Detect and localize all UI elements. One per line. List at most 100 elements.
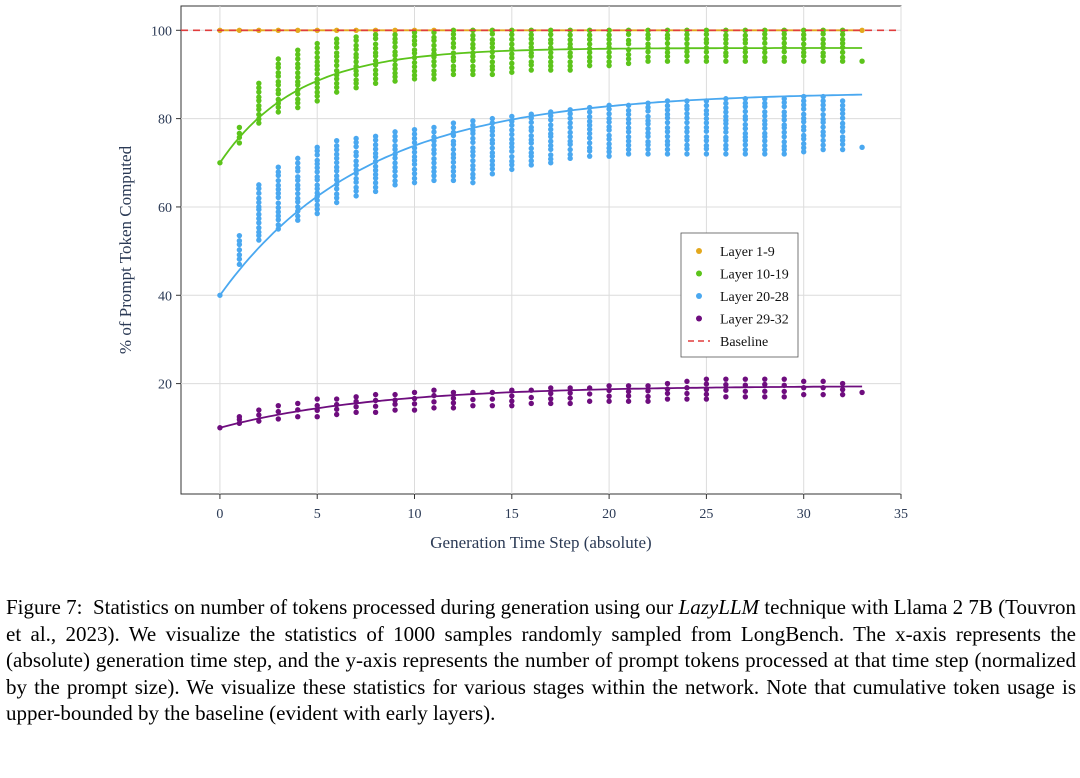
data-point (820, 102, 826, 108)
data-point (509, 31, 515, 38)
data-point (528, 50, 534, 56)
data-point (781, 151, 787, 157)
data-point (275, 416, 281, 422)
data-point (723, 376, 729, 382)
data-point (489, 158, 496, 164)
data-point (703, 381, 710, 387)
data-point (314, 98, 320, 104)
data-point (489, 166, 496, 172)
data-point (839, 120, 846, 127)
data-point (645, 393, 651, 400)
data-point (820, 31, 826, 37)
data-point (625, 120, 632, 126)
data-point (333, 186, 340, 192)
data-point (411, 41, 418, 48)
legend-label: Baseline (720, 335, 768, 350)
data-point (275, 190, 281, 196)
data-point (664, 103, 671, 109)
data-point (470, 148, 476, 155)
data-point (723, 142, 729, 148)
data-point (742, 125, 749, 132)
data-point (314, 144, 320, 151)
data-point (314, 59, 320, 65)
data-point (820, 129, 826, 135)
data-point (820, 146, 826, 153)
data-point (586, 391, 593, 397)
data-point (703, 49, 710, 55)
data-point (586, 58, 593, 64)
data-point (275, 79, 281, 85)
data-point (606, 124, 612, 130)
data-point (509, 398, 515, 404)
data-point (645, 146, 651, 152)
data-point (314, 174, 320, 180)
data-point (450, 164, 457, 170)
data-point (411, 401, 418, 407)
data-point (742, 100, 749, 106)
data-point (703, 36, 710, 42)
data-point (450, 54, 457, 60)
data-point (684, 110, 690, 117)
data-point (470, 179, 476, 186)
data-point (450, 159, 457, 165)
data-point (586, 140, 593, 146)
data-point (645, 130, 651, 136)
data-point (625, 107, 632, 114)
data-point (450, 405, 457, 411)
data-point (470, 41, 476, 47)
data-point (431, 168, 437, 175)
data-point (703, 376, 710, 382)
data-point (606, 383, 612, 389)
data-point (645, 383, 651, 389)
data-point (275, 56, 281, 62)
data-point (645, 151, 651, 157)
data-point (372, 137, 379, 143)
data-point (625, 129, 632, 135)
data-point (548, 59, 554, 65)
data-point (606, 111, 612, 117)
data-point (703, 27, 710, 33)
data-point (411, 170, 418, 177)
data-point (723, 125, 729, 131)
data-point (450, 173, 457, 179)
data-point (762, 142, 768, 149)
data-point (528, 158, 534, 164)
data-point (548, 131, 554, 137)
data-point (392, 407, 398, 413)
data-point (314, 190, 320, 196)
data-point (392, 182, 398, 188)
data-point (236, 241, 243, 248)
data-point (470, 58, 476, 64)
data-point (314, 414, 320, 420)
data-point (839, 98, 846, 104)
data-point (333, 191, 340, 197)
data-point (723, 129, 729, 135)
data-point (509, 158, 515, 164)
data-point (586, 32, 593, 38)
data-point (703, 107, 710, 114)
data-point (275, 194, 281, 201)
data-point (275, 169, 281, 175)
data-point (548, 63, 554, 69)
data-point (645, 54, 651, 60)
data-point (256, 85, 262, 91)
data-point (470, 145, 476, 151)
data-point (742, 113, 749, 120)
data-point (392, 173, 398, 179)
data-point (820, 111, 826, 118)
data-point (509, 113, 515, 120)
data-point (431, 405, 437, 411)
data-point (820, 106, 826, 113)
x-tick-label: 30 (797, 507, 811, 522)
data-point (664, 125, 671, 131)
data-point (548, 138, 554, 144)
data-point (509, 148, 515, 154)
data-point (839, 141, 846, 148)
data-point (742, 121, 749, 128)
data-point (295, 400, 301, 407)
data-point (314, 165, 320, 171)
data-point (762, 54, 768, 61)
data-point (314, 66, 320, 73)
data-point (236, 256, 243, 262)
data-point (353, 149, 359, 155)
